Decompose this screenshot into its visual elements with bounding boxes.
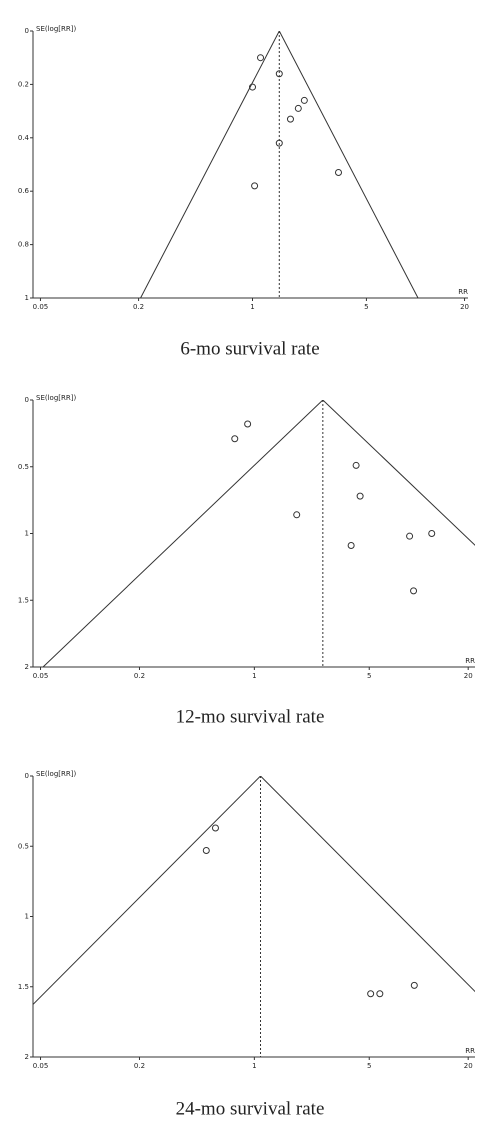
y-tick-label: 0.2 (18, 80, 29, 88)
study-point (251, 182, 259, 190)
x-tick-label: 0.05 (33, 1062, 49, 1070)
funnel-plot: 0 0.5 1 1.5 2 0.05 0.2 1 5 20 SE(log[RR]) RR 24-mo s… (18, 770, 475, 1119)
x-tick-label: 5 (367, 1062, 371, 1070)
y-tick-label: 1 (25, 530, 29, 538)
y-tick-label: 1.5 (18, 596, 29, 604)
funnel-line (278, 31, 419, 298)
study-point (352, 461, 360, 469)
study-point (231, 435, 239, 443)
funnel (42, 400, 475, 667)
study-point (294, 104, 302, 112)
x-axis-label: RR (458, 288, 468, 296)
y-tick-label: 0.5 (18, 463, 29, 471)
y-axis-label: SE(log[RR]) (36, 770, 76, 778)
funnel (33, 776, 475, 1057)
y-tick-label: 0.4 (18, 134, 30, 142)
study-point (293, 511, 301, 519)
study-point (202, 846, 210, 854)
study-point (257, 54, 265, 62)
y-tick-label: 1 (25, 913, 29, 921)
x-tick-label: 1 (252, 1062, 256, 1070)
x-tick-label: 1 (252, 672, 256, 680)
funnel-line (42, 400, 324, 667)
x-axis-label: RR (465, 657, 475, 665)
x-tick-label: 0.2 (134, 672, 145, 680)
x-tick-label: 5 (367, 672, 371, 680)
chart-caption: 12-mo survival rate (176, 706, 325, 727)
chart-caption: 24-mo survival rate (176, 1098, 325, 1119)
study-point (410, 587, 418, 595)
study-point (244, 420, 252, 428)
y-axis-label: SE(log[RR]) (36, 394, 76, 402)
x-tick-label: 20 (460, 303, 469, 311)
x-tick-label: 1 (250, 303, 254, 311)
y-tick-label: 0 (25, 396, 29, 404)
chart-caption: 6-mo survival rate (180, 338, 319, 359)
x-tick-label: 0.05 (33, 672, 49, 680)
study-point (410, 981, 418, 989)
x-tick-label: 5 (364, 303, 368, 311)
y-tick-label: 0 (25, 772, 29, 780)
x-tick-label: 20 (464, 1062, 473, 1070)
study-point (211, 824, 219, 832)
x-tick-label: 20 (464, 672, 473, 680)
y-tick-label: 0.6 (18, 187, 30, 195)
x-tick-label: 0.05 (33, 303, 49, 311)
funnel-plot: 0 0.5 1 1.5 2 0.05 0.2 1 5 20 SE(log[RR]) RR 12-mo s… (18, 394, 475, 727)
y-tick-label: 1.5 (18, 983, 29, 991)
funnel (140, 31, 419, 298)
funnel-line (322, 400, 475, 546)
y-axis-label: SE(log[RR]) (36, 25, 76, 33)
funnel-line (140, 31, 280, 298)
study-point (428, 530, 436, 537)
study-point (367, 990, 375, 998)
study-point (286, 115, 294, 123)
y-tick-label: 2 (25, 1053, 29, 1061)
study-point (300, 96, 308, 104)
study-point (275, 139, 283, 147)
y-tick-label: 2 (25, 663, 29, 671)
study-point (356, 492, 364, 500)
study-point (334, 169, 342, 177)
study-point (376, 990, 384, 998)
y-tick-label: 0.5 (18, 842, 29, 850)
study-point (406, 532, 414, 540)
y-tick-label: 1 (25, 294, 29, 302)
study-point (275, 70, 283, 78)
x-tick-label: 0.2 (134, 1062, 145, 1070)
x-tick-label: 0.2 (133, 303, 144, 311)
y-tick-label: 0 (25, 27, 29, 35)
x-axis-label: RR (465, 1047, 475, 1055)
funnel-plot: 0 0.2 0.4 0.6 0.8 1 0.05 0.2 1 5 20 SE(log[RR]) RR 6-… (18, 25, 469, 359)
funnel-line (33, 776, 261, 1006)
study-point (249, 83, 257, 91)
funnel-line (260, 776, 475, 993)
y-tick-label: 0.8 (18, 241, 29, 249)
study-point (347, 542, 355, 550)
